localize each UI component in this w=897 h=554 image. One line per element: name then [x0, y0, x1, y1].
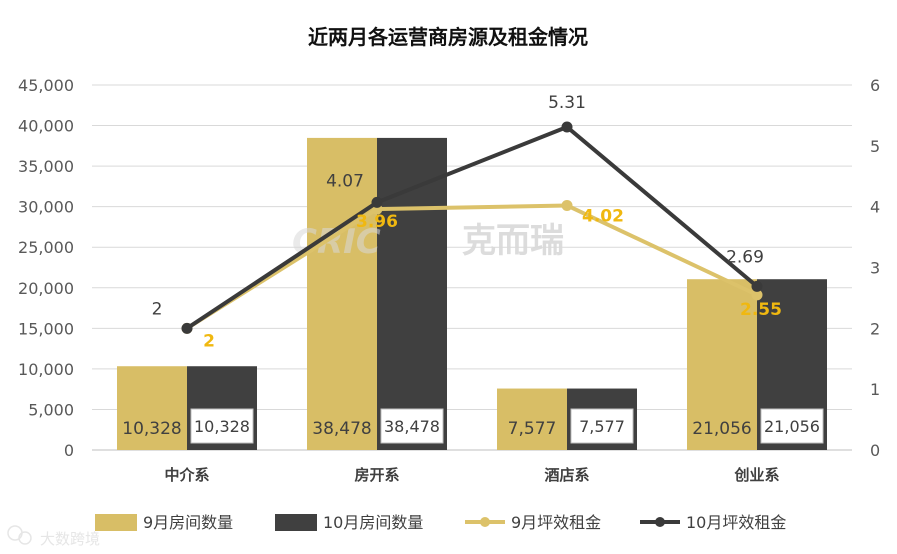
x-category-label: 创业系 — [733, 466, 779, 484]
y-left-tick-label: 20,000 — [18, 279, 74, 298]
bar-label-sep: 7,577 — [508, 419, 557, 439]
bar-label-oct: 10,328 — [194, 417, 250, 436]
bar-sep — [497, 388, 567, 450]
bar-label-box — [570, 408, 634, 444]
legend-label: 9月坪效租金 — [511, 513, 601, 532]
y-right-tick-label: 6 — [870, 76, 880, 95]
y-right-tick-label: 0 — [870, 441, 880, 460]
bar-label-sep: 10,328 — [122, 419, 181, 439]
bar-oct — [377, 137, 447, 450]
legend-label: 10月坪效租金 — [686, 513, 786, 532]
point-label-sep: 2 — [203, 331, 215, 351]
legend-swatch-marker — [480, 517, 490, 527]
y-axis-right: 0 1 2 3 4 5 6 — [870, 76, 880, 460]
x-category-label: 中介系 — [164, 466, 209, 484]
y-right-tick-label: 4 — [870, 198, 880, 217]
bar-label-box — [190, 408, 254, 444]
point-label-sep: 2.55 — [740, 300, 782, 320]
y-left-tick-label: 45,000 — [18, 76, 74, 95]
y-left-tick-label: 30,000 — [18, 198, 74, 217]
bar-sep — [687, 279, 757, 450]
point-label-oct: 4.07 — [326, 171, 364, 191]
x-category-label: 房开系 — [354, 466, 399, 484]
watermark-text: 克而瑞 — [462, 221, 564, 261]
chart-title: 近两月各运营商房源及租金情况 — [308, 25, 588, 49]
bar-label-sep: 38,478 — [312, 419, 371, 439]
line-group: 2 3.96 4.02 2.55 2 4.07 5.31 2.69 — [152, 93, 782, 351]
bar-labels: 10,328 38,478 7,577 21,056 10,328 38,478 7,577… — [122, 408, 824, 444]
bar-label-sep: 21,056 — [692, 419, 751, 439]
legend-label: 9月房间数量 — [143, 513, 233, 532]
line-sep-rent — [185, 203, 758, 331]
corner-mark: 大数跨境 — [7, 525, 100, 548]
bar-label-oct: 7,577 — [579, 417, 625, 436]
bar-label-oct: 38,478 — [384, 417, 440, 436]
point-oct-rent — [751, 280, 763, 292]
y-left-tick-label: 5,000 — [28, 400, 74, 419]
point-label-sep: 3.96 — [356, 212, 398, 232]
point-oct-rent — [561, 121, 573, 133]
legend-label: 10月房间数量 — [323, 513, 423, 532]
bar-label-oct: 21,056 — [764, 417, 820, 436]
point-sep-rent — [561, 199, 573, 211]
point-sep-rent — [751, 289, 763, 301]
legend-swatch-marker — [655, 517, 665, 527]
point-label-oct: 2 — [152, 299, 163, 319]
bar-sep — [307, 137, 377, 450]
y-left-tick-label: 40,000 — [18, 117, 74, 136]
y-left-tick-label: 15,000 — [18, 319, 74, 338]
x-axis-labels: 中介系 房开系 酒店系 创业系 — [164, 466, 779, 484]
corner-text: 大数跨境 — [40, 530, 100, 548]
y-left-tick-label: 25,000 — [18, 238, 74, 257]
legend: 9月房间数量 10月房间数量 9月坪效租金 10月坪效租金 — [95, 513, 786, 532]
point-oct-rent — [181, 322, 193, 334]
y-right-tick-label: 3 — [870, 259, 880, 278]
legend-swatch-bar — [275, 514, 317, 531]
bar-sep — [117, 366, 187, 450]
y-right-tick-label: 2 — [870, 319, 880, 338]
y-left-tick-label: 10,000 — [18, 360, 74, 379]
point-oct-rent — [371, 196, 383, 208]
point-label-oct: 5.31 — [548, 93, 586, 113]
x-category-label: 酒店系 — [544, 466, 589, 484]
y-axis-left: 0 5,000 10,000 15,000 20,000 25,000 30,000 35,0… — [18, 76, 74, 460]
line-oct-rent — [185, 124, 759, 331]
y-right-tick-label: 1 — [870, 380, 880, 399]
bar-group — [117, 137, 827, 450]
point-label-sep: 4.02 — [582, 206, 624, 226]
y-right-tick-label: 5 — [870, 137, 880, 156]
legend-swatch-bar — [95, 514, 137, 531]
bar-label-box — [380, 408, 444, 444]
y-left-tick-label: 35,000 — [18, 157, 74, 176]
bar-label-box — [760, 408, 824, 444]
wechat-icon — [7, 525, 32, 545]
y-left-tick-label: 0 — [64, 441, 74, 460]
point-label-oct: 2.69 — [726, 247, 764, 267]
